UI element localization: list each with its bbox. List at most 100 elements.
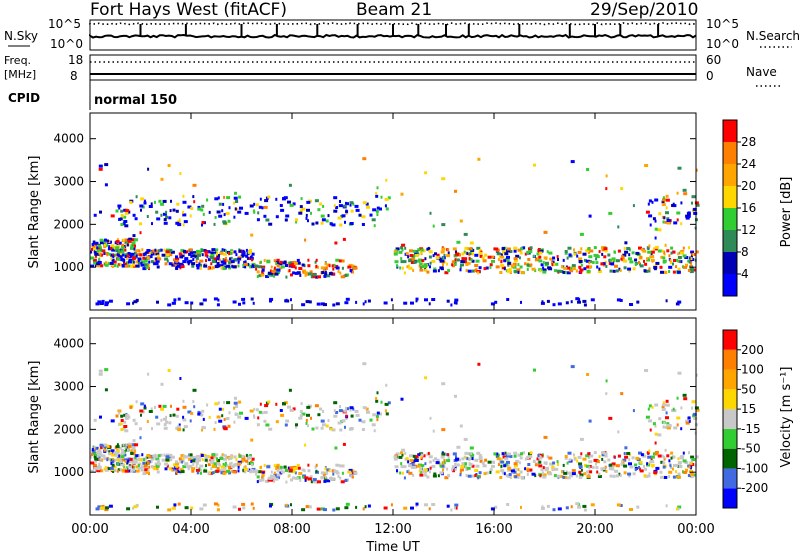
power-echo: [371, 218, 376, 222]
power-echo: [665, 299, 668, 303]
power-echo: [119, 217, 123, 221]
power-echo: [119, 262, 122, 266]
velocity-echo: [617, 454, 621, 458]
power-echo: [156, 300, 159, 304]
power-echo: [609, 269, 613, 273]
velocity-echo: [680, 406, 683, 410]
velocity-echo: [201, 458, 204, 462]
power-echo: [670, 251, 673, 255]
velocity-echo: [414, 457, 419, 461]
velocity-echo: [458, 458, 461, 462]
velocity-echo: [534, 463, 538, 467]
velocity-echo: [418, 469, 421, 473]
power-echo: [139, 253, 143, 257]
power-echo: [273, 274, 276, 278]
velocity-echo: [201, 426, 205, 429]
power-echo: [619, 269, 622, 272]
velocity-echo: [99, 446, 104, 450]
power-echo: [90, 264, 95, 268]
power-echo: [564, 250, 568, 253]
velocity-echo: [484, 458, 488, 462]
power-echo: [197, 253, 201, 257]
velocity-echo: [216, 457, 218, 461]
power-echo: [372, 208, 377, 212]
power-echo: [166, 259, 169, 263]
power-echo: [103, 252, 106, 255]
power-echo: [549, 257, 554, 261]
power-echo: [183, 220, 188, 224]
power-echo: [128, 237, 133, 241]
velocity-echo: [460, 468, 464, 472]
power-echo: [350, 209, 354, 213]
velocity-echo: [110, 449, 115, 453]
velocity-echo: [474, 458, 479, 462]
colorbar-tick-label: -200: [741, 481, 768, 495]
velocity-echo: [579, 437, 584, 441]
velocity-echo: [661, 408, 666, 411]
power-echo: [419, 268, 424, 272]
power-echo: [307, 272, 312, 276]
velocity-echo: [640, 453, 644, 457]
power-echo: [285, 275, 288, 279]
power-echo: [428, 302, 431, 306]
velocity-echo: [273, 471, 276, 475]
power-echo: [570, 160, 575, 164]
power-echo: [98, 164, 103, 168]
power-echo: [118, 241, 122, 245]
power-echo: [137, 259, 140, 262]
power-echo: [632, 267, 636, 271]
velocity-echo: [375, 399, 379, 403]
velocity-echo: [654, 432, 658, 436]
noise-right-tick-low: 10^0: [706, 37, 739, 51]
power-echo: [538, 251, 543, 255]
velocity-echo: [639, 460, 643, 464]
velocity-echo: [587, 452, 591, 456]
power-echo: [264, 199, 269, 203]
power-echo: [527, 258, 531, 261]
velocity-echo: [222, 472, 226, 476]
power-echo: [478, 252, 483, 255]
power-echo: [638, 246, 642, 250]
power-echo: [239, 206, 243, 210]
velocity-echo: [672, 455, 676, 459]
power-echo: [309, 199, 312, 203]
velocity-echo: [238, 507, 241, 511]
power-echo: [215, 259, 218, 263]
velocity-echo: [156, 459, 160, 463]
velocity-echo: [228, 471, 232, 475]
colorbar-tick-label: 20: [741, 179, 756, 193]
power-echo: [154, 257, 159, 261]
velocity-echo: [200, 413, 204, 417]
power-echo: [273, 266, 276, 270]
power-echo: [540, 301, 545, 305]
velocity-echo: [232, 505, 237, 509]
velocity-echo: [690, 469, 693, 473]
power-echo: [459, 268, 462, 272]
velocity-echo: [604, 465, 607, 469]
power-echo: [580, 247, 583, 251]
power-echo: [165, 253, 170, 257]
velocity-echo: [605, 379, 608, 383]
velocity-echo: [191, 469, 195, 473]
velocity-echo: [175, 464, 179, 468]
power-echo: [509, 250, 513, 253]
power-echo: [261, 270, 264, 274]
velocity-echo: [583, 463, 587, 467]
power-echo: [424, 265, 428, 268]
power-echo: [682, 246, 685, 250]
velocity-echo: [429, 466, 432, 470]
power-echo: [170, 250, 175, 254]
power-echo: [155, 252, 160, 256]
velocity-echo: [538, 460, 542, 464]
velocity-echo: [527, 463, 531, 466]
velocity-echo: [471, 457, 474, 460]
power-echo: [613, 250, 616, 254]
power-echo: [216, 210, 221, 214]
velocity-echo: [460, 465, 465, 468]
power-echo: [685, 216, 690, 220]
velocity-echo: [499, 476, 503, 479]
velocity-echo: [296, 463, 300, 467]
velocity-echo: [189, 419, 192, 423]
velocity-echo: [542, 475, 547, 479]
